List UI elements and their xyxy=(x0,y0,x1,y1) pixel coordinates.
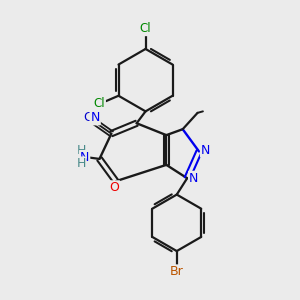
Text: O: O xyxy=(110,181,119,194)
Text: Cl: Cl xyxy=(140,22,152,35)
Text: H: H xyxy=(76,158,86,170)
Text: Br: Br xyxy=(170,266,184,278)
Text: N: N xyxy=(80,151,89,164)
Text: N: N xyxy=(91,111,100,124)
Text: Cl: Cl xyxy=(93,97,105,110)
Text: N: N xyxy=(189,172,198,185)
Text: H: H xyxy=(76,144,86,158)
Text: N: N xyxy=(201,143,210,157)
Text: C: C xyxy=(83,111,92,124)
